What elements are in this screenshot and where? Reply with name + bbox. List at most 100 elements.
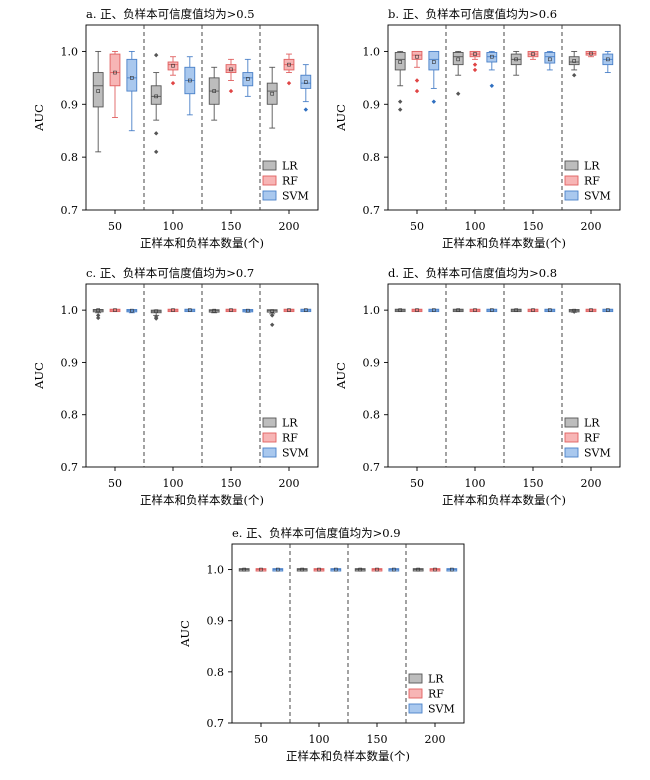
box-SVM-150 xyxy=(242,58,254,97)
box-body xyxy=(225,64,237,74)
box-LR-150 xyxy=(510,50,522,76)
outlier-point xyxy=(414,78,420,83)
legend-swatch-RF xyxy=(262,175,277,186)
mean-marker xyxy=(270,91,274,96)
mean-marker xyxy=(130,308,134,313)
box-SVM-100 xyxy=(486,50,498,88)
x-axis-label: 正样本和负样本数量(个) xyxy=(442,236,566,250)
box-LR-150 xyxy=(510,308,522,313)
box-body xyxy=(452,52,464,66)
mean-marker xyxy=(398,60,402,64)
mean-marker xyxy=(514,308,518,312)
legend: LR RF SVM xyxy=(564,417,611,460)
legend-label-LR: LR xyxy=(282,160,298,173)
y-tick-label: 0.8 xyxy=(207,666,225,679)
y-tick-label: 0.8 xyxy=(61,409,79,422)
mean-marker xyxy=(287,62,291,67)
box-RF-50 xyxy=(109,50,121,118)
legend-swatch-LR xyxy=(262,417,277,428)
mean-marker xyxy=(188,78,192,83)
box-RF-200 xyxy=(283,308,295,313)
legend-swatch-RF xyxy=(564,175,579,186)
box-RF-200 xyxy=(585,308,597,313)
x-tick-label: 150 xyxy=(523,477,544,490)
mean-marker xyxy=(113,70,117,75)
box-RF-100 xyxy=(167,56,179,86)
box-LR-200 xyxy=(568,308,580,314)
x-tick-label: 100 xyxy=(465,220,486,233)
box-SVM-100 xyxy=(486,308,498,313)
legend: LR RF SVM xyxy=(408,673,455,716)
box-SVM-200 xyxy=(602,308,614,313)
legend-label-SVM: SVM xyxy=(282,447,309,460)
box-LR-150 xyxy=(208,66,220,121)
box-RF-50 xyxy=(109,308,121,313)
y-tick-label: 0.9 xyxy=(61,98,79,111)
legend-label-LR: LR xyxy=(584,160,600,173)
panel-e: e. 正、负样本可信度值均为>0.9 0.7 0.8 0.9 1.0 AUC 50 100 15… xyxy=(178,526,465,763)
x-tick-label: 200 xyxy=(581,477,602,490)
y-tick-label: 0.9 xyxy=(363,356,381,369)
x-tick-label: 150 xyxy=(523,220,544,233)
x-tick-label: 150 xyxy=(367,733,388,746)
box-LR-200 xyxy=(412,567,424,572)
panel-title: a. 正、负样本可信度值均为>0.5 xyxy=(86,7,255,21)
mean-marker xyxy=(154,309,158,313)
legend-swatch-RF xyxy=(564,432,579,443)
box-LR-100 xyxy=(452,308,464,313)
x-tick-label: 200 xyxy=(279,477,300,490)
mean-marker xyxy=(96,89,100,93)
box-SVM-50 xyxy=(126,308,138,314)
box-LR-50 xyxy=(92,308,104,321)
box-LR-200 xyxy=(568,50,580,78)
box-body xyxy=(242,72,254,87)
outlier-point xyxy=(170,80,176,86)
x-tick-label: 200 xyxy=(581,220,602,233)
box-RF-100 xyxy=(469,308,481,313)
box-LR-200 xyxy=(266,66,278,129)
box-SVM-50 xyxy=(428,50,440,104)
outlier-point xyxy=(455,91,461,96)
box-SVM-150 xyxy=(544,50,556,71)
legend-swatch-SVM xyxy=(408,703,423,714)
mean-marker xyxy=(548,57,552,62)
y-axis-label: AUC xyxy=(334,104,348,132)
y-axis-label: AUC xyxy=(32,362,46,390)
legend-swatch-LR xyxy=(564,417,579,428)
outlier-point xyxy=(397,107,403,112)
box-body xyxy=(266,82,278,105)
box-SVM-50 xyxy=(272,567,284,572)
legend-swatch-LR xyxy=(564,160,579,171)
legend-swatch-SVM xyxy=(262,190,277,201)
box-RF-150 xyxy=(225,58,237,94)
mean-marker xyxy=(287,308,291,312)
mean-marker xyxy=(548,308,552,312)
legend-label-LR: LR xyxy=(428,673,444,686)
mean-marker xyxy=(171,308,175,312)
panel-title: d. 正、负样本可信度值均为>0.8 xyxy=(388,266,557,280)
box-RF-200 xyxy=(429,567,441,572)
box-RF-150 xyxy=(527,308,539,313)
box-SVM-150 xyxy=(544,308,556,313)
y-tick-label: 0.7 xyxy=(363,461,381,474)
y-tick-label: 0.9 xyxy=(61,356,79,369)
mean-marker xyxy=(188,308,192,312)
panel-d: d. 正、负样本可信度值均为>0.8 0.7 0.8 0.9 1.0 AUC 50 100 15… xyxy=(334,266,621,507)
legend-label-RF: RF xyxy=(584,175,600,188)
outlier-point xyxy=(228,88,234,94)
panel-title: e. 正、负样本可信度值均为>0.9 xyxy=(232,526,401,540)
box-LR-150 xyxy=(208,308,220,314)
legend-label-LR: LR xyxy=(282,417,298,430)
legend-swatch-LR xyxy=(408,673,423,684)
mean-marker xyxy=(212,308,216,313)
outlier-point xyxy=(571,73,577,78)
legend-swatch-SVM xyxy=(564,190,579,201)
mean-marker xyxy=(212,89,216,93)
box-body xyxy=(394,52,406,71)
box-SVM-50 xyxy=(126,50,138,132)
mean-marker xyxy=(270,309,274,313)
outlier-point xyxy=(571,309,577,314)
outlier-point xyxy=(489,83,495,88)
mean-marker xyxy=(113,308,117,312)
